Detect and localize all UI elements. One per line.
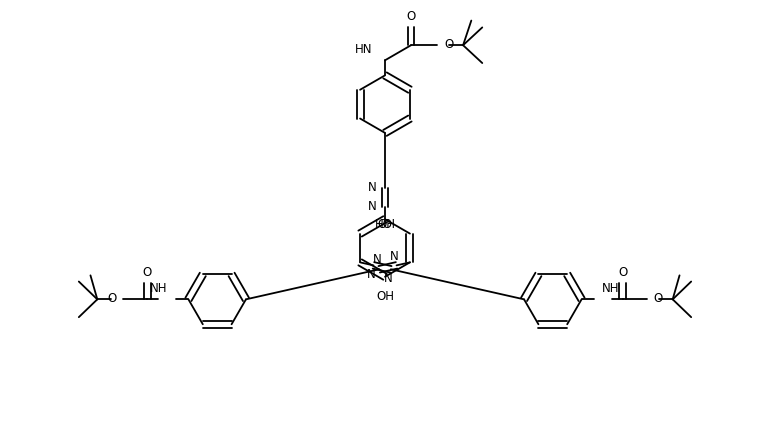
Text: N: N	[384, 272, 393, 285]
Text: O: O	[407, 10, 416, 23]
Text: N: N	[368, 181, 377, 194]
Text: OH: OH	[377, 218, 395, 231]
Text: N: N	[368, 200, 377, 213]
Text: N: N	[367, 268, 376, 281]
Text: NH: NH	[602, 282, 620, 295]
Text: OH: OH	[376, 290, 394, 303]
Text: O: O	[444, 38, 454, 51]
Text: O: O	[654, 292, 663, 305]
Text: N: N	[373, 254, 381, 267]
Text: HN: HN	[355, 43, 373, 56]
Text: O: O	[142, 266, 152, 279]
Text: O: O	[107, 292, 116, 305]
Text: HO: HO	[375, 218, 393, 231]
Text: N: N	[390, 250, 399, 263]
Text: NH: NH	[150, 282, 168, 295]
Text: O: O	[618, 266, 628, 279]
